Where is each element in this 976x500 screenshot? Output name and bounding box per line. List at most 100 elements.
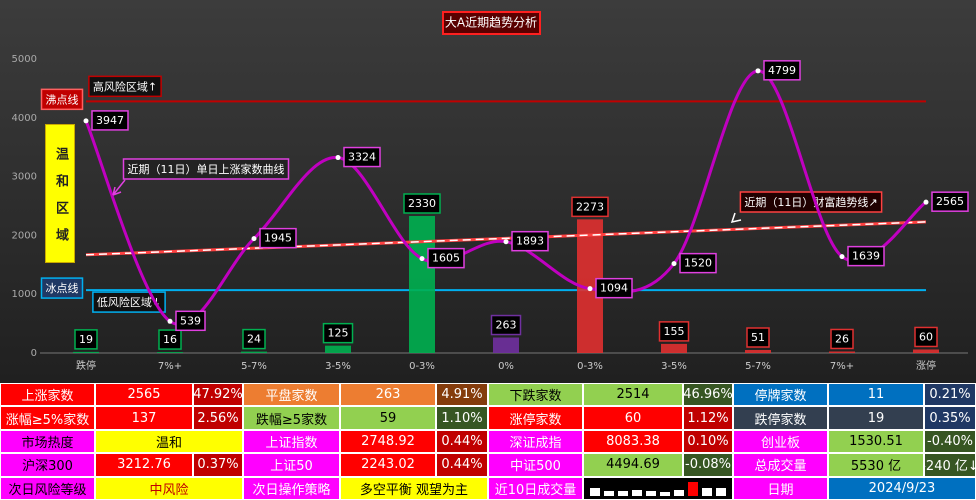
table-cell: 46.96% <box>683 383 733 407</box>
table-cell: 0.10% <box>683 429 733 454</box>
table-cell: 0.21% <box>924 383 976 407</box>
table-cell: 市场热度 <box>0 429 95 454</box>
table-cell: 沪深300 <box>0 453 95 477</box>
table-cell: -240 亿↓ <box>924 453 976 477</box>
line-value-label: 1639 <box>852 250 880 263</box>
table-cell: 中证500 <box>488 453 583 477</box>
bar-value-label-box <box>746 327 770 348</box>
bar-value-label-box <box>322 322 354 344</box>
bar-value-label-box <box>74 329 98 350</box>
table-cell: 8083.38 <box>583 429 683 454</box>
line-value-label-box <box>175 310 206 332</box>
table-cell: 11 <box>828 383 924 407</box>
x-tick-label: 5-7% <box>241 361 267 372</box>
table-cell: 温和 <box>95 429 243 454</box>
reference-label-box <box>40 88 84 111</box>
bar-value-label: 263 <box>496 319 517 332</box>
line-value-label-box <box>259 227 297 249</box>
line-value-label-box <box>91 110 129 131</box>
sparkline-bar <box>716 487 726 496</box>
table-cell: 上证50 <box>243 453 340 477</box>
line-point <box>587 286 593 292</box>
table-cell: 2024/9/23 <box>828 476 976 500</box>
line-label-arrow <box>112 179 126 196</box>
bar-value-label: 24 <box>247 333 261 346</box>
sparkline-bar <box>674 489 684 496</box>
sparkline-bar <box>632 489 642 496</box>
line-value-label-box <box>343 146 381 168</box>
table-cell: 59 <box>340 406 436 430</box>
table-cell: 60 <box>583 406 683 430</box>
x-tick-label: 5-7% <box>745 361 771 372</box>
x-tick-label: 涨停 <box>916 359 936 372</box>
bar-value-label: 125 <box>328 327 349 340</box>
table-cell: 上证指数 <box>243 429 340 454</box>
line-point <box>251 236 257 242</box>
reference-label: 沸点线 <box>46 92 79 106</box>
y-tick-label: 3000 <box>12 172 37 183</box>
reference-note-box <box>88 75 162 98</box>
bar-value-label-box <box>658 321 690 342</box>
table-cell: -0.40% <box>924 429 976 454</box>
table-cell: 3212.76 <box>95 453 193 477</box>
table-cell: 2.56% <box>193 406 243 430</box>
table-cell: 涨停家数 <box>488 406 583 430</box>
bar <box>493 337 519 353</box>
table-cell: 4.91% <box>436 383 488 407</box>
sparkline-bar <box>702 487 712 496</box>
table-cell: 深证成指 <box>488 429 583 454</box>
line-point <box>503 239 509 245</box>
title-box <box>442 11 541 35</box>
y-tick-label: 0 <box>31 348 37 359</box>
bar <box>241 351 267 353</box>
bar <box>157 352 183 353</box>
line-value-label: 1945 <box>264 232 292 245</box>
line-point <box>419 256 425 262</box>
table-cell: 下跌家数 <box>488 383 583 407</box>
sparkline-bar <box>604 490 614 496</box>
x-tick-label: 0-3% <box>409 361 435 372</box>
sparkline-bar <box>646 490 656 496</box>
bar <box>745 350 771 353</box>
line-point <box>923 199 929 205</box>
table-cell: 上涨家数 <box>0 383 95 407</box>
line-value-label: 2565 <box>936 195 964 208</box>
line-value-label: 1893 <box>516 235 544 248</box>
bar-value-label: 2273 <box>576 200 604 213</box>
table-cell: 多空平衡 观望为主 <box>340 476 488 500</box>
line-value-label: 539 <box>180 314 201 327</box>
table-cell: 263 <box>340 383 436 407</box>
bar <box>829 351 855 353</box>
sparkline-bar <box>590 487 600 496</box>
x-tick-label: 7%+ <box>158 361 182 372</box>
table-cell: 日期 <box>733 476 828 500</box>
volume-sparkline <box>583 476 733 500</box>
reference-note: 低风险区域↓ <box>97 295 161 309</box>
table-cell: 19 <box>828 406 924 430</box>
x-tick-label: 跌停 <box>76 359 96 372</box>
trend-line <box>85 221 927 256</box>
bar-value-label: 51 <box>751 331 765 344</box>
line-point <box>335 155 341 161</box>
line-point <box>671 261 677 267</box>
bar <box>409 215 435 353</box>
x-tick-label: 7%+ <box>830 361 854 372</box>
table-cell: 2565 <box>95 383 193 407</box>
line-value-label: 4799 <box>768 64 796 77</box>
reference-note: 高风险区域↑ <box>93 79 157 93</box>
table-cell: 次日风险等级 <box>0 476 95 500</box>
table-cell: 0.35% <box>924 406 976 430</box>
table-cell: 跌停家数 <box>733 406 828 430</box>
x-tick-label: 0% <box>498 361 514 372</box>
stats-table: 上涨家数 2565 47.92% 平盘家数 263 4.91% 下跌家数 2514 46.96%… <box>0 383 976 500</box>
line-value-label-box <box>679 252 717 274</box>
bar-value-label-box <box>242 328 266 350</box>
bar <box>913 349 939 353</box>
table-cell: 4494.69 <box>583 453 683 477</box>
line-value-label: 3324 <box>348 151 376 164</box>
bar <box>661 343 687 353</box>
table-cell: 1.10% <box>436 406 488 430</box>
table-cell: 1.12% <box>683 406 733 430</box>
